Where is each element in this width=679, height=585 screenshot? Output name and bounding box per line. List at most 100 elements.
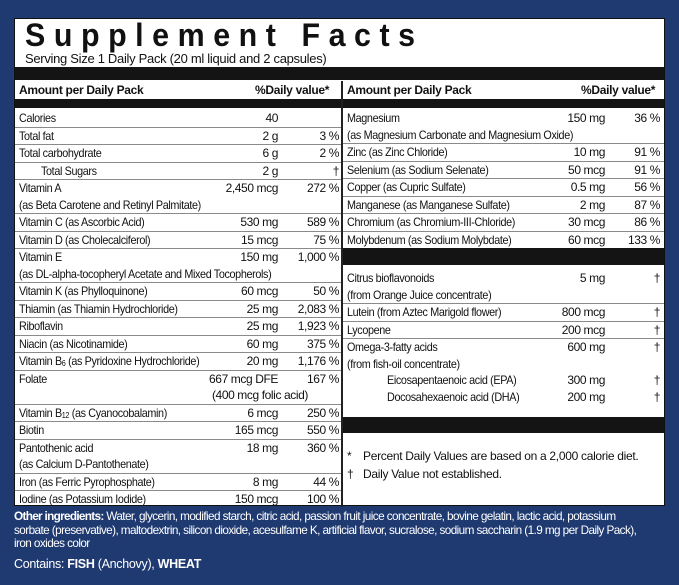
daily-value: † [332, 163, 340, 178]
nutrient-row: Thiamin (as Thiamin Hydrochloride) 25 mg 2… [15, 301, 341, 318]
nutrient-amount: 15 mcg [241, 232, 278, 247]
nutrient-name-text: Vitamin E [19, 250, 62, 264]
nutrient-name: Omega-3-fatty acids [347, 339, 438, 356]
daily-value: † [653, 271, 661, 285]
nutrient-name: Total carbohydrate [19, 145, 102, 162]
nutrient-source: (as Calcium D-Pantothenate) [19, 457, 149, 471]
nutrient-name-text: Magnesium [347, 111, 400, 125]
daily-value: 86 % [634, 215, 660, 229]
nutrient-row: Biotin 165 mcg 550 % [15, 422, 341, 440]
nutrient-name-rest: (as Cyanocobalamin) [69, 405, 168, 420]
nutrient-row: Omega-3-fatty acids 600 mg † (from fish-oil… [343, 339, 664, 405]
footnote-symbol: † [347, 467, 354, 481]
row-line: (from Orange Juice concentrate) [343, 287, 664, 304]
nutrient-name: Vitamin D (as Cholecalciferol) [19, 232, 151, 249]
nutrient-amount: 200 mcg [561, 322, 606, 337]
nutrient-amount: 2,450 mcg [225, 181, 279, 195]
daily-value: 91 % [634, 162, 660, 177]
nutrient-row: Iron (as Ferric Pyrophosphate) 8 mg 44 % [15, 474, 341, 491]
nutrient-amount: 530 mg [240, 215, 278, 229]
daily-value: 87 % [634, 197, 660, 212]
nutrient-source: (from fish-oil concentrate) [347, 356, 460, 371]
nutrient-name-text: Vitamin B [19, 405, 62, 420]
daily-value: 1,176 % [297, 354, 340, 368]
daily-value: 250 % [306, 405, 339, 420]
nutrient-row: Vitamin D (as Cholecalciferol) 15 mcg 75 % [15, 232, 341, 249]
row-line: Vitamin B12 (as Cyanocobalamin) 6 mcg 250 … [15, 405, 341, 422]
nutrient-name: Docosahexaenoic acid (DHA) [387, 389, 520, 404]
row-line: (as Beta Carotene and Retinyl Palmitate) [15, 197, 341, 214]
left-header-dv: %Daily value* [255, 83, 330, 97]
nutrient-name: Vitamin A [19, 180, 62, 197]
row-line: Total Sugars 2 g † [15, 163, 341, 180]
nutrient-name-text: Zinc (as Zinc Chloride) [347, 145, 448, 159]
row-line: Vitamin B6 (as Pyridoxine Hydrochloride)… [15, 353, 341, 370]
nutrient-row: Magnesium 150 mg 36 % (as Magnesium Carbona… [343, 110, 664, 144]
nutrient-name-text: Folate [19, 371, 47, 386]
nutrient-row: Lutein (from Aztec Marigold flower) 800 m… [343, 304, 664, 322]
daily-value: † [653, 305, 661, 319]
nutrient-name: Iron (as Ferric Pyrophosphate) [19, 474, 155, 491]
nutrient-source: (as Beta Carotene and Retinyl Palmitate) [19, 197, 201, 212]
footnotes: * Percent Daily Values are based on a 2,0… [345, 447, 639, 483]
nutrient-name: Riboflavin [19, 318, 63, 335]
left-nutrient-list: Calories 40 Total fat 2 g 3 % Total carbohydr… [15, 110, 341, 508]
nutrient-row: Total Sugars 2 g † [15, 163, 341, 180]
nutrient-amount: 40 [265, 111, 278, 125]
nutrient-amount: 667 mcg DFE [209, 371, 278, 386]
nutrient-amount: 60 mg [246, 336, 279, 351]
daily-value: 589 % [306, 215, 339, 229]
nutrient-name: Vitamin B12 (as Cyanocobalamin) [19, 405, 167, 422]
other-ingredients-label: Other ingredients: [14, 509, 104, 523]
nutrient-name: Zinc (as Zinc Chloride) [347, 144, 448, 161]
nutrient-name-text: Manganese (as Manganese Sulfate) [347, 197, 510, 212]
nutrient-name: Iodine (as Potassium Iodide) [19, 491, 146, 508]
nutrient-name: Vitamin C (as Ascorbic Acid) [19, 214, 145, 231]
nutrient-amount: 25 mg [246, 301, 279, 316]
nutrient-amount: 150 mg [240, 250, 278, 264]
nutrient-amount: 150 mcg [234, 492, 279, 506]
nutrient-name: Molybdenum (as Sodium Molybdate) [347, 232, 512, 249]
subscript: 6 [61, 359, 66, 368]
nutrient-amount: 6 g [262, 146, 279, 160]
right-header-dv: %Daily value* [581, 83, 656, 97]
nutrient-name: Pantothenic acid [19, 440, 93, 457]
nutrient-name: Vitamin B6 (as Pyridoxine Hydrochloride) [19, 353, 200, 370]
row-line: (as Calcium D-Pantothenate) [15, 456, 341, 473]
nutrient-row: Folate 667 mcg DFE 167 % (400 mcg folic aci… [15, 371, 341, 405]
nutrient-name-text: Vitamin B [19, 354, 62, 368]
nutrient-amount: 800 mcg [561, 305, 606, 319]
nutrient-name: Niacin (as Nicotinamide) [19, 336, 128, 353]
nutrient-name-text: Biotin [19, 423, 44, 437]
divider-bar [343, 417, 664, 433]
nutrient-row: Lycopene 200 mcg † [343, 322, 664, 339]
subscript: 12 [61, 410, 70, 420]
nutrient-name-rest: (as Pyridoxine Hydrochloride) [65, 354, 200, 368]
row-line: Magnesium 150 mg 36 % [343, 110, 664, 127]
nutrient-amount: 18 mg [246, 440, 279, 455]
nutrient-name: Total Sugars [41, 163, 97, 180]
nutrient-source: (from Orange Juice concentrate) [347, 287, 492, 302]
other-ingredients: Other ingredients: Water, glycerin, modi… [14, 509, 653, 551]
row-line: Eicosapentaenoic acid (EPA) 300 mg † [343, 372, 664, 389]
nutrient-amount: 60 mcg [568, 232, 605, 247]
daily-value: 2,083 % [297, 301, 340, 316]
daily-value: 375 % [306, 336, 339, 351]
row-line: Iron (as Ferric Pyrophosphate) 8 mg 44 % [15, 474, 341, 491]
nutrient-name-text: Citrus bioflavonoids [347, 271, 435, 285]
nutrient-amount: 20 mg [246, 354, 279, 368]
nutrient-row: Pantothenic acid 18 mg 360 % (as Calcium D-… [15, 440, 341, 474]
nutrient-name: Copper (as Cupric Sulfate) [347, 179, 466, 196]
row-line: (as Magnesium Carbonate and Magnesium Ox… [343, 127, 664, 144]
daily-value: 75 % [313, 232, 339, 247]
nutrient-name-text: Vitamin C (as Ascorbic Acid) [19, 215, 145, 229]
nutrient-row: Vitamin C (as Ascorbic Acid) 530 mg 589 % [15, 214, 341, 232]
nutrient-amount: 165 mcg [234, 423, 279, 437]
right-header-amount: Amount per Daily Pack [347, 83, 472, 97]
daily-value: † [653, 373, 661, 387]
daily-value: † [653, 340, 661, 354]
panel-title: Supplement Facts [25, 17, 424, 53]
nutrient-name-text: Pantothenic acid [19, 440, 94, 455]
left-header-amount: Amount per Daily Pack [19, 83, 144, 97]
daily-value: 167 % [306, 371, 339, 386]
